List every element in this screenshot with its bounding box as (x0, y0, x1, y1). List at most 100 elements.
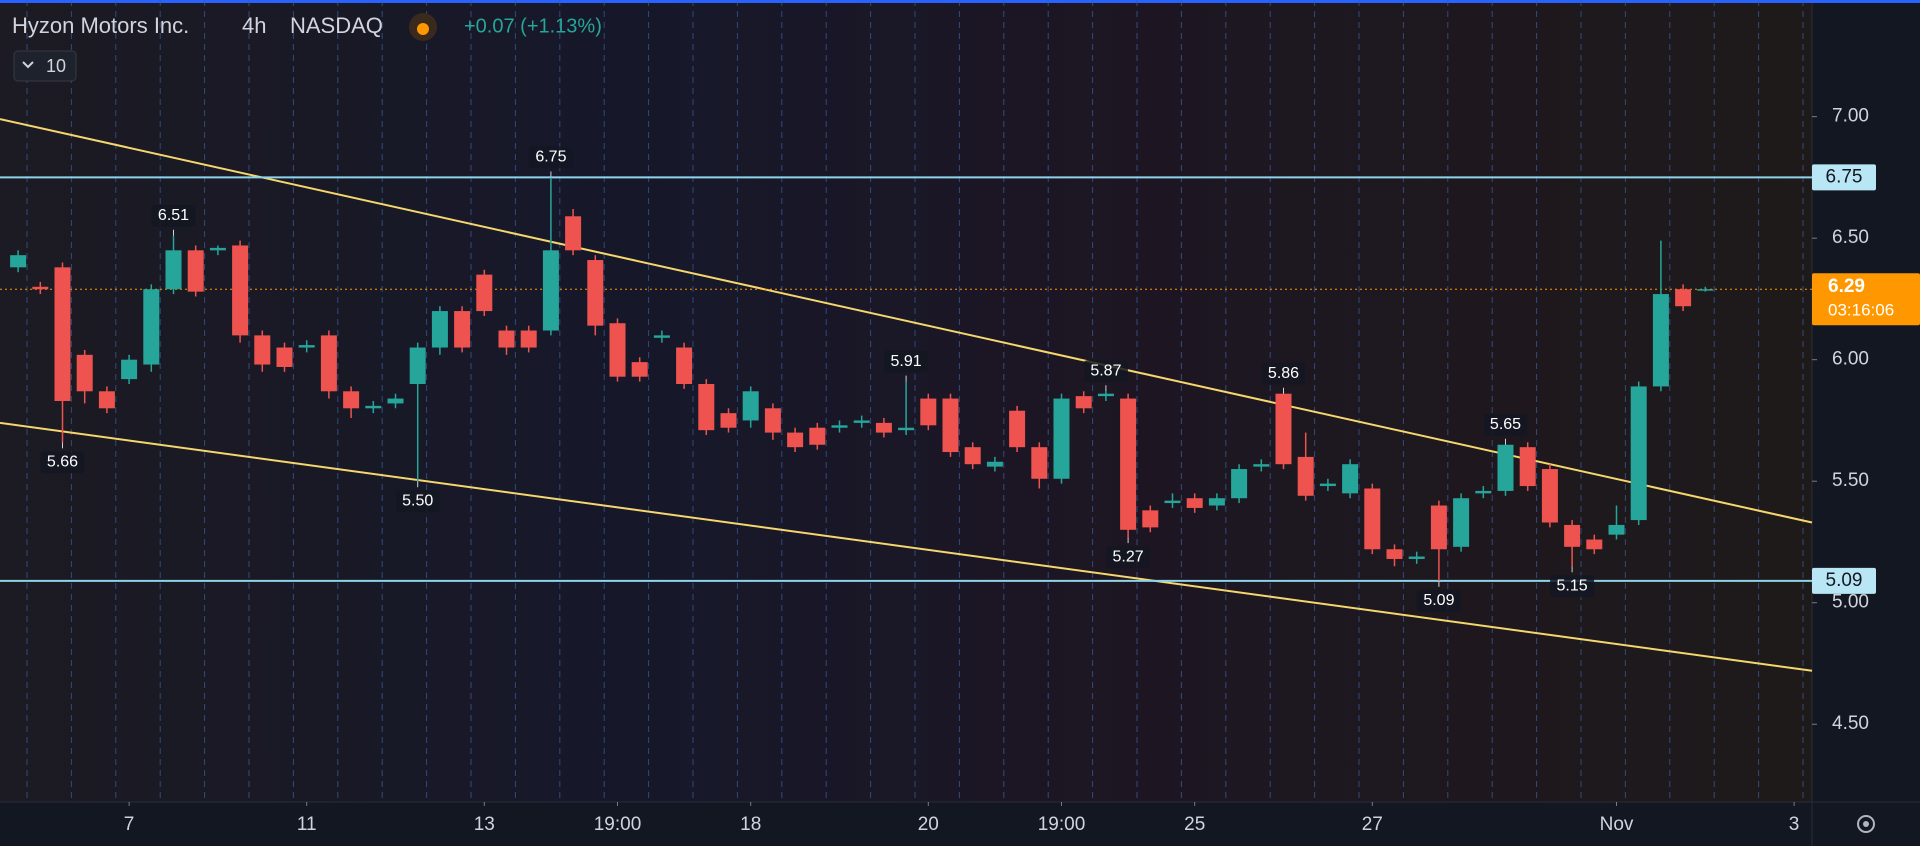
candle-body (764, 408, 781, 433)
candle-body (698, 383, 715, 431)
annotation-label: 5.50 (402, 492, 433, 509)
candle-body (476, 274, 493, 312)
candle-body (1386, 549, 1403, 559)
x-tick-label: 20 (918, 814, 939, 835)
x-tick-label: 25 (1184, 814, 1205, 835)
last-price-label: 6.29 (1828, 276, 1865, 297)
grid (0, 0, 1817, 806)
candle-body (831, 425, 848, 428)
x-tick-label: 19:00 (1038, 814, 1086, 835)
candle-body (1342, 464, 1359, 494)
candle-body (1652, 294, 1669, 387)
trend-line (0, 421, 1813, 672)
interval: 4h (242, 13, 266, 38)
annotation-box (1261, 362, 1306, 385)
y-tick-label: 6.50 (1832, 227, 1869, 248)
x-tick-label: 18 (740, 814, 761, 835)
candle-body (1519, 447, 1536, 487)
candle-body (1253, 464, 1270, 467)
annotation-label: 5.09 (1423, 592, 1454, 609)
y-tick-label: 7.00 (1832, 106, 1869, 127)
candle-body (920, 398, 937, 426)
annotation-box (1483, 413, 1528, 436)
annotation-label: 5.91 (891, 353, 922, 370)
collapse-count: 10 (46, 56, 66, 76)
candle-body (1564, 524, 1581, 547)
candle-body (498, 330, 515, 348)
candle-body (121, 359, 138, 380)
level-label: 6.75 (1826, 166, 1863, 187)
candle-body (898, 427, 915, 431)
annotation-box (151, 204, 196, 227)
candle-body (1475, 490, 1492, 494)
annotation-box (1550, 575, 1595, 598)
candle-body (298, 345, 315, 348)
candle-body (542, 250, 559, 331)
level-label-box (1812, 164, 1876, 191)
candle-body (964, 447, 981, 465)
candle-body (76, 354, 93, 392)
candle-body (1497, 444, 1514, 491)
last-price-box (1812, 273, 1920, 326)
candle-body (143, 289, 160, 365)
candle-body (787, 432, 804, 448)
annotation-label: 5.65 (1490, 416, 1521, 433)
candle-body (631, 362, 648, 377)
candle-body (853, 420, 870, 423)
level-label: 5.09 (1826, 570, 1863, 591)
annotation-label: 6.75 (535, 149, 566, 166)
annotation-label: 5.15 (1557, 577, 1588, 594)
candle-body (1297, 456, 1314, 496)
candle-body (1053, 398, 1070, 479)
x-tick-label: 19:00 (594, 814, 642, 835)
candle-body (1430, 505, 1447, 550)
price-change: +0.07 (+1.13%) (464, 15, 602, 37)
candle-body (10, 255, 27, 268)
candle-body (720, 413, 737, 428)
x-tick-label: 13 (474, 814, 495, 835)
candle-body (1120, 398, 1137, 530)
y-tick-label: 6.00 (1832, 349, 1869, 370)
candle-body (409, 347, 426, 384)
candle-body (98, 391, 115, 409)
top-border (0, 0, 1920, 3)
candle-body (32, 286, 49, 290)
candle-body (1009, 410, 1026, 448)
candle-body (343, 391, 360, 409)
annotation-box (1416, 589, 1461, 612)
candle-body (1697, 289, 1714, 291)
annotation-label: 5.66 (47, 454, 78, 471)
x-tick-label: 7 (124, 814, 135, 835)
candle-body (1031, 447, 1048, 479)
candle-body (1275, 393, 1292, 465)
price-axis (1812, 0, 1920, 846)
candle-body (676, 347, 693, 384)
candle-body (1075, 396, 1092, 409)
candle-body (1319, 483, 1336, 487)
candle-body (209, 247, 226, 251)
candle-body (1608, 524, 1625, 535)
chevron-icon (22, 61, 34, 69)
x-tick-label: 3 (1789, 814, 1800, 835)
candle-body (1097, 393, 1114, 397)
marks: 6.51 5.66 6.75 5.50 5.91 5.87 5.27 5.86 5.65 5.09… (10, 146, 1714, 612)
collapse-button[interactable] (13, 50, 77, 82)
time-axis (0, 802, 1812, 846)
candle-body (1208, 498, 1225, 506)
candle-body (232, 245, 249, 336)
candle-body (609, 323, 626, 377)
annotation-box (884, 350, 929, 373)
x-tick-label: Nov (1600, 814, 1634, 835)
candle-body (1630, 386, 1647, 521)
candle-body (454, 311, 471, 348)
candle-body (187, 250, 204, 292)
candle-body (431, 311, 448, 348)
candle-body (587, 260, 604, 326)
candle-body (1142, 510, 1159, 528)
annotation-box (528, 146, 573, 169)
x-tick-label: 27 (1362, 814, 1383, 835)
y-tick-label: 5.00 (1832, 592, 1869, 613)
settings-icon[interactable] (1857, 815, 1875, 833)
exchange: NASDAQ (290, 13, 383, 38)
